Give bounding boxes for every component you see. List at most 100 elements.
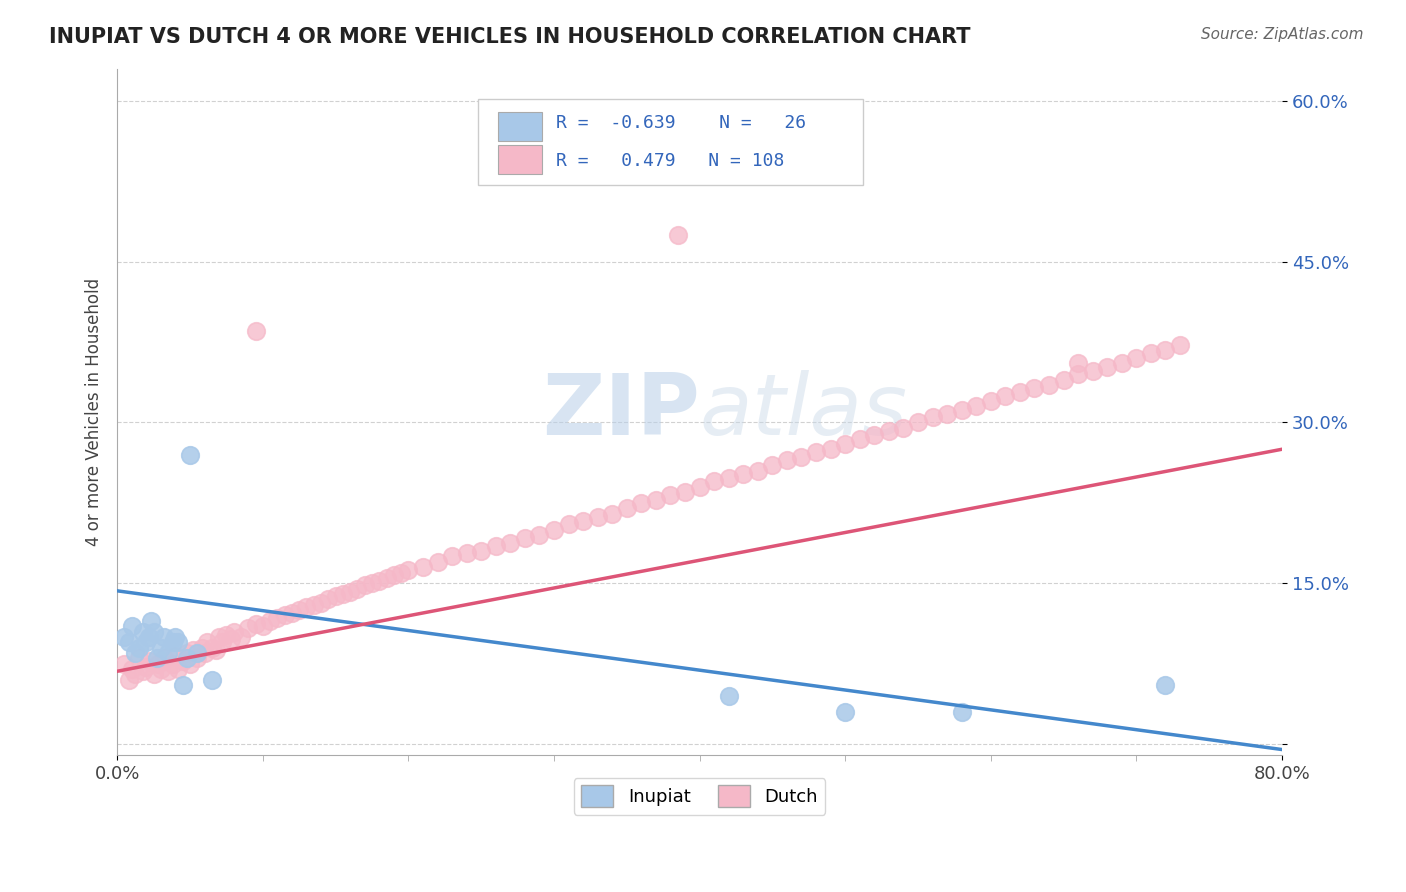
- Point: [645, 492, 668, 507]
- Point: [222, 624, 245, 639]
- Point: [936, 407, 959, 421]
- Text: Source: ZipAtlas.com: Source: ZipAtlas.com: [1201, 27, 1364, 42]
- Point: [245, 617, 267, 632]
- Point: [499, 535, 522, 549]
- Point: [128, 651, 150, 665]
- Point: [456, 546, 478, 560]
- Point: [353, 578, 375, 592]
- Point: [673, 485, 696, 500]
- Point: [513, 531, 536, 545]
- Point: [157, 646, 180, 660]
- Point: [820, 442, 842, 457]
- Y-axis label: 4 or more Vehicles in Household: 4 or more Vehicles in Household: [86, 277, 103, 546]
- Point: [152, 630, 174, 644]
- Point: [733, 467, 755, 481]
- Point: [630, 496, 652, 510]
- Point: [426, 555, 449, 569]
- Point: [229, 630, 252, 644]
- Point: [412, 560, 434, 574]
- Point: [318, 592, 340, 607]
- Point: [176, 646, 198, 660]
- Point: [332, 587, 354, 601]
- Text: R =   0.479   N = 108: R = 0.479 N = 108: [557, 153, 785, 170]
- Point: [139, 614, 162, 628]
- Point: [142, 624, 165, 639]
- Point: [368, 574, 391, 589]
- Point: [266, 610, 288, 624]
- Point: [135, 660, 157, 674]
- Point: [149, 640, 172, 655]
- Point: [128, 640, 150, 655]
- Point: [717, 471, 740, 485]
- Point: [804, 445, 827, 459]
- Point: [616, 501, 638, 516]
- Point: [295, 599, 318, 614]
- Point: [138, 654, 160, 668]
- Point: [181, 642, 204, 657]
- Point: [252, 619, 274, 633]
- Point: [114, 657, 136, 671]
- Point: [848, 432, 870, 446]
- Point: [543, 523, 565, 537]
- Point: [162, 635, 184, 649]
- Point: [215, 628, 238, 642]
- Point: [1081, 364, 1104, 378]
- Point: [1052, 372, 1074, 386]
- Point: [238, 621, 260, 635]
- Point: [167, 635, 190, 649]
- Point: [600, 507, 623, 521]
- Point: [186, 651, 208, 665]
- Point: [281, 607, 304, 621]
- Point: [877, 424, 900, 438]
- Point: [790, 450, 813, 464]
- Point: [172, 678, 194, 692]
- Point: [165, 649, 187, 664]
- Text: atlas: atlas: [700, 370, 908, 453]
- Point: [980, 394, 1002, 409]
- Point: [529, 528, 551, 542]
- Point: [382, 567, 405, 582]
- Point: [1125, 351, 1147, 365]
- Point: [470, 544, 492, 558]
- Point: [162, 657, 184, 671]
- Point: [396, 564, 419, 578]
- Text: ZIP: ZIP: [541, 370, 700, 453]
- FancyBboxPatch shape: [478, 99, 863, 186]
- Point: [201, 640, 224, 655]
- FancyBboxPatch shape: [498, 145, 543, 174]
- Point: [245, 324, 267, 338]
- Point: [1111, 356, 1133, 370]
- Point: [1024, 381, 1046, 395]
- Point: [167, 662, 190, 676]
- Legend: Inupiat, Dutch: Inupiat, Dutch: [574, 778, 825, 814]
- Point: [1140, 345, 1163, 359]
- Text: R =  -0.639    N =   26: R = -0.639 N = 26: [557, 114, 807, 132]
- Point: [124, 646, 146, 660]
- Point: [1038, 378, 1060, 392]
- Point: [666, 227, 689, 242]
- Point: [132, 624, 155, 639]
- Point: [219, 632, 242, 646]
- Point: [211, 635, 233, 649]
- Point: [135, 635, 157, 649]
- Point: [1168, 338, 1191, 352]
- Point: [834, 705, 856, 719]
- Point: [717, 689, 740, 703]
- Point: [118, 673, 141, 687]
- Point: [776, 453, 799, 467]
- Point: [201, 673, 224, 687]
- Point: [132, 665, 155, 679]
- Point: [557, 517, 579, 532]
- Point: [1008, 385, 1031, 400]
- Point: [572, 514, 595, 528]
- Point: [893, 421, 915, 435]
- Point: [193, 646, 215, 660]
- Point: [179, 448, 201, 462]
- Point: [1067, 367, 1090, 381]
- Text: INUPIAT VS DUTCH 4 OR MORE VEHICLES IN HOUSEHOLD CORRELATION CHART: INUPIAT VS DUTCH 4 OR MORE VEHICLES IN H…: [49, 27, 970, 46]
- Point: [302, 598, 325, 612]
- Point: [149, 662, 172, 676]
- Point: [121, 619, 143, 633]
- Point: [907, 416, 929, 430]
- Point: [863, 428, 886, 442]
